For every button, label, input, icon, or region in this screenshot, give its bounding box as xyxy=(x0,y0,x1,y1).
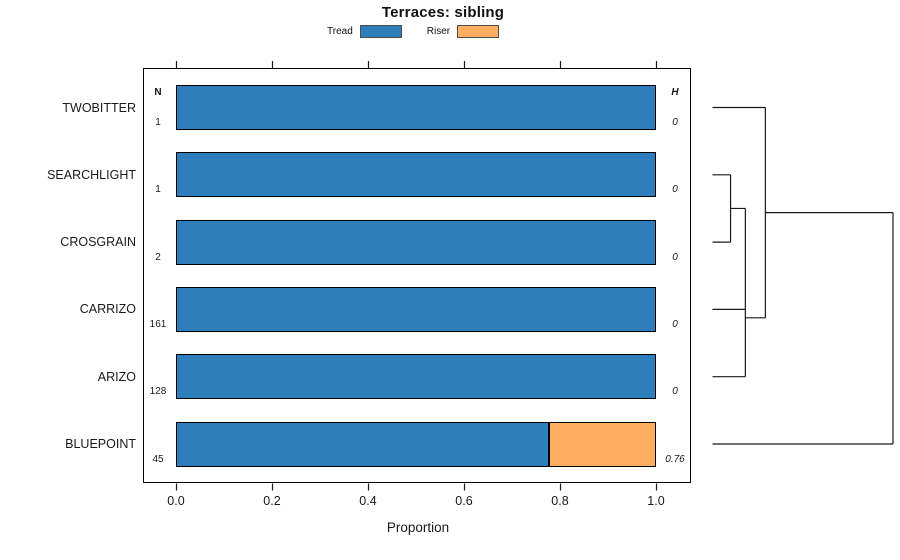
bar-segment-tread xyxy=(176,421,550,467)
n-column-header: N xyxy=(154,87,162,98)
h-value: 0 xyxy=(672,117,678,128)
n-value: 128 xyxy=(149,386,167,398)
x-tick-label: 0.8 xyxy=(551,494,569,508)
h-value: 0 xyxy=(672,386,678,398)
bar-segment-tread xyxy=(176,152,656,198)
legend: Tread Riser xyxy=(327,25,500,38)
x-tick-label: 0.2 xyxy=(263,494,281,508)
bar-segment-tread xyxy=(176,85,656,130)
category-label: SEARCHLIGHT xyxy=(47,167,136,182)
x-tick-label: 0.0 xyxy=(167,494,185,508)
bar-segment-tread xyxy=(176,354,656,400)
h-value: 0 xyxy=(672,251,678,263)
h-column-header: H xyxy=(671,87,679,98)
n-value: 161 xyxy=(149,318,167,330)
legend-item: Riser xyxy=(426,25,500,38)
dendrogram-path xyxy=(712,106,894,445)
bar-segment-tread xyxy=(176,219,656,265)
x-tick-label: 0.6 xyxy=(455,494,473,508)
n-value: 45 xyxy=(152,453,164,465)
n-value: 2 xyxy=(155,251,161,263)
legend-item: Tread xyxy=(327,25,402,38)
category-label: ARIZO xyxy=(97,369,136,384)
category-label: TWOBITTER xyxy=(62,100,136,115)
n-value: 1 xyxy=(155,117,161,128)
dendrogram xyxy=(712,106,894,445)
legend-label: Riser xyxy=(426,26,451,37)
bar-segment-riser xyxy=(549,421,656,467)
h-value: 0 xyxy=(672,318,678,330)
category-label: BLUEPOINT xyxy=(65,437,136,451)
h-value: 0.76 xyxy=(665,453,685,465)
legend-swatch xyxy=(457,25,500,38)
n-value: 1 xyxy=(155,184,161,196)
legend-swatch xyxy=(359,25,402,38)
plot-area xyxy=(143,68,691,483)
legend-label: Tread xyxy=(327,26,353,37)
bar-segment-tread xyxy=(176,286,656,332)
x-axis-title: Proportion xyxy=(386,520,450,535)
category-label: CARRIZO xyxy=(79,302,136,317)
h-value: 0 xyxy=(672,184,678,196)
x-tick-label: 1.0 xyxy=(647,494,665,508)
chart-title: Terraces: sibling xyxy=(381,4,505,21)
category-label: CROSGRAIN xyxy=(60,235,136,250)
x-tick-label: 0.4 xyxy=(359,494,377,508)
